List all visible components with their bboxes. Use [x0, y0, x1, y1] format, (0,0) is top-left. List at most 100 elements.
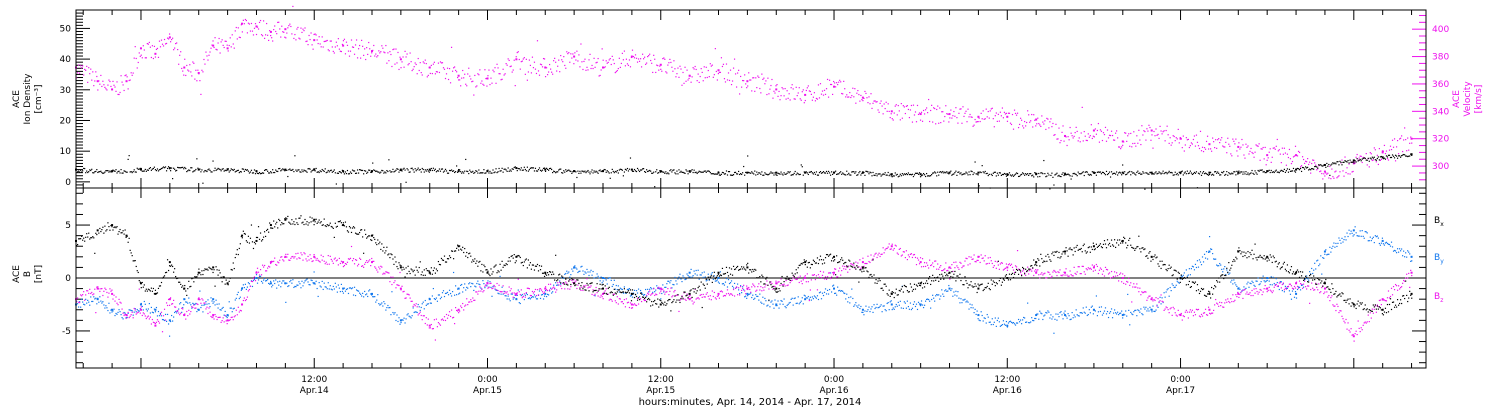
by-series-point: [1410, 255, 1413, 258]
by-series-point: [775, 303, 778, 306]
bx-series-point: [1381, 308, 1384, 311]
by-series-point: [154, 308, 157, 311]
x-tick-time: 12:00: [648, 375, 674, 385]
by-series-point: [1006, 324, 1009, 327]
density-series-point: [775, 171, 778, 174]
density-series-point: [1035, 173, 1038, 176]
velocity-series-point: [241, 22, 244, 25]
velocity-series-point: [197, 71, 200, 74]
velocity-series-point: [284, 28, 287, 31]
bx-series-point: [630, 292, 633, 295]
field-y-tick-label: -5: [62, 327, 71, 337]
by-series-point: [399, 319, 402, 322]
bx-series-point: [197, 271, 200, 274]
velocity-series-point: [457, 74, 460, 77]
density-y-tick-label: 40: [60, 55, 72, 65]
bx-series-point: [313, 218, 316, 221]
bz-series-point: [948, 266, 951, 269]
velocity-series-point: [1150, 129, 1153, 132]
density-series: [75, 153, 1413, 190]
density-series-point: [1179, 171, 1182, 174]
bz-series-point: [1266, 287, 1269, 290]
density-series-point: [313, 168, 316, 171]
velocity-y-tick-label: 320: [1432, 135, 1449, 145]
bx-series-point: [1208, 292, 1211, 295]
bz-series-point: [1179, 314, 1182, 317]
velocity-series-point: [890, 110, 893, 113]
bz-series-point: [1295, 282, 1298, 285]
bx-series-point: [1352, 303, 1355, 306]
by-series-point: [1150, 308, 1153, 311]
by-series-point: [573, 266, 576, 269]
bx-series-point: [255, 239, 258, 242]
bx-series-point: [775, 287, 778, 290]
bx-series-point: [125, 234, 128, 237]
bx-series-point: [1237, 250, 1240, 253]
density-series-point: [1121, 171, 1124, 174]
velocity-series-point: [96, 80, 99, 83]
velocity-y-ticks: [1412, 14, 1426, 181]
density-series-point: [1150, 171, 1153, 174]
velocity-y-tick-label: 340: [1432, 107, 1449, 117]
field-y-ticks: [76, 192, 1426, 364]
velocity-series-point: [1381, 151, 1384, 154]
by-series-point: [919, 303, 922, 306]
magnetic-field-panel: -5 0 5 ACEB[nT] Bx By Bz: [12, 187, 1444, 369]
bz-series-point: [746, 287, 749, 290]
bz-series-point: [804, 277, 807, 279]
density-series-point: [659, 170, 662, 173]
bz-series-point: [544, 287, 547, 290]
by-series-point: [602, 277, 605, 279]
density-series-point: [1237, 171, 1240, 174]
by-series-point: [544, 292, 547, 295]
bz-series-point: [630, 303, 633, 306]
by-series-point: [342, 287, 345, 290]
by-series-point: [111, 308, 114, 311]
x-ticks: [82, 188, 1413, 368]
velocity-series-point: [861, 96, 864, 99]
by-series-point: [1323, 250, 1326, 253]
velocity-series-point: [1266, 154, 1269, 157]
density-y-label: ACEIon Density[cm⁻³]: [12, 73, 44, 125]
bx-series-point: [890, 292, 893, 295]
velocity-series-point: [255, 25, 258, 28]
velocity-series-point: [269, 30, 272, 33]
velocity-series-point: [804, 93, 807, 96]
by-series-point: [977, 314, 980, 317]
bx-series-point: [659, 303, 662, 306]
bz-series-point: [342, 261, 345, 264]
bz-series-point: [919, 261, 922, 264]
velocity-series-point: [1323, 170, 1326, 173]
bx-series-point: [269, 224, 272, 227]
legend-entry-by-series: By: [1434, 253, 1444, 265]
by-series-point: [139, 303, 142, 306]
velocity-series-point: [168, 36, 171, 39]
velocity-y-tick-label: 360: [1432, 80, 1449, 90]
velocity-series-point: [370, 50, 373, 53]
by-series-point: [1295, 292, 1298, 295]
bz-series-point: [1237, 292, 1240, 295]
density-series-point: [861, 171, 864, 174]
x-tick-labels: 12:00Apr.140:00Apr.1512:00Apr.150:00Apr.…: [300, 375, 1195, 396]
by-series-point: [1237, 287, 1240, 290]
velocity-series: [75, 5, 1413, 180]
x-axis-title: hours:minutes, Apr. 14, 2014 - Apr. 17, …: [639, 397, 862, 408]
velocity-series-point: [948, 113, 951, 116]
bz-series-point: [659, 287, 662, 290]
bz-series-point: [197, 298, 200, 301]
x-tick-time: 0:00: [477, 375, 497, 385]
bx-series-point: [342, 224, 345, 227]
velocity-y-tick-label: 300: [1432, 162, 1449, 172]
bz-series-point: [515, 292, 518, 295]
bz-series-point: [977, 255, 980, 258]
bx-series-point: [241, 234, 244, 237]
legend-entry-bx-series: Bx: [1434, 216, 1444, 228]
bx-series-point: [284, 218, 287, 221]
x-tick-time: 12:00: [301, 375, 327, 385]
velocity-series-point: [1092, 129, 1095, 132]
velocity-series-point: [154, 52, 157, 55]
density-series-point: [342, 170, 345, 173]
by-series-point: [212, 298, 215, 301]
by-series-point: [1121, 314, 1124, 317]
bx-series-point: [515, 255, 518, 258]
